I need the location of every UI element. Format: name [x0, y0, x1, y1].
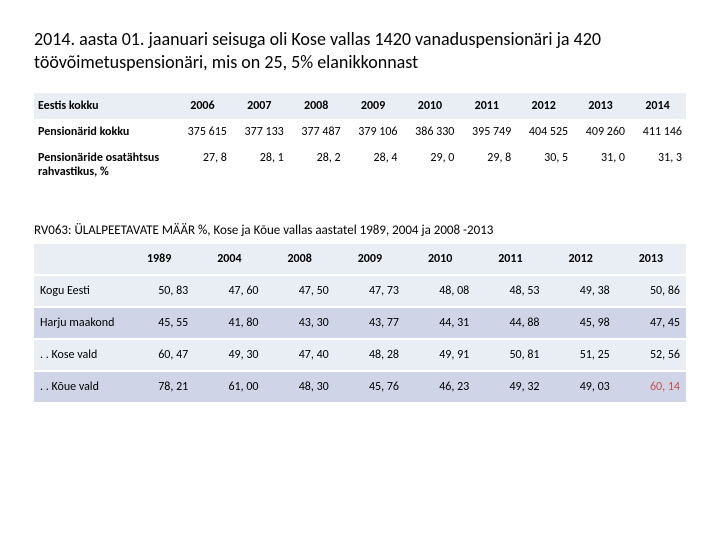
row-label: Kogu Eesti: [34, 275, 124, 307]
cell: 49, 91: [405, 339, 475, 371]
year-col: 2009: [345, 93, 402, 119]
cell: 50, 83: [124, 275, 194, 307]
table-row: . . Kose vald60, 4749, 3047, 4048, 2849,…: [34, 339, 686, 371]
year-col: 2012: [515, 93, 572, 119]
cell: 30, 5: [515, 145, 572, 185]
table-row: Kogu Eesti50, 8347, 6047, 5047, 7348, 08…: [34, 275, 686, 307]
year-col: 2014: [629, 93, 686, 119]
cell: 51, 25: [546, 339, 616, 371]
row-label: . . Kose vald: [34, 339, 124, 371]
table-header-row: 1989 2004 2008 2009 2010 2011 2012 2013: [34, 244, 686, 275]
page-title: 2014. aasta 01. jaanuari seisuga oli Kos…: [34, 28, 686, 75]
year-col: 2011: [458, 93, 515, 119]
row-label: Harju maakond: [34, 307, 124, 339]
cell: 61, 00: [194, 371, 264, 403]
cell: 48, 28: [335, 339, 405, 371]
cell: 375 615: [174, 119, 231, 145]
cell: 379 106: [345, 119, 402, 145]
cell: 45, 98: [546, 307, 616, 339]
table-row: . . Kõue vald78, 2161, 0048, 3045, 7646,…: [34, 371, 686, 403]
cell: 60, 14: [616, 371, 686, 403]
cell: 78, 21: [124, 371, 194, 403]
row-label: Pensionärid kokku: [34, 119, 174, 145]
cell: 47, 73: [335, 275, 405, 307]
cell: 49, 03: [546, 371, 616, 403]
year-col: 1989: [124, 244, 194, 275]
cell: 49, 30: [194, 339, 264, 371]
cell: 52, 56: [616, 339, 686, 371]
cell: 377 133: [231, 119, 288, 145]
cell: 45, 76: [335, 371, 405, 403]
cell: 28, 1: [231, 145, 288, 185]
row-label: . . Kõue vald: [34, 371, 124, 403]
cell: 46, 23: [405, 371, 475, 403]
cell: 44, 88: [475, 307, 545, 339]
cell: 29, 0: [402, 145, 459, 185]
cell: 31, 3: [629, 145, 686, 185]
year-col: 2010: [405, 244, 475, 275]
year-col: 2006: [174, 93, 231, 119]
table-header-row: Eestis kokku 2006 2007 2008 2009 2010 20…: [34, 93, 686, 119]
year-col: 2013: [616, 244, 686, 275]
cell: 49, 32: [475, 371, 545, 403]
cell: 395 749: [458, 119, 515, 145]
cell: 31, 0: [572, 145, 629, 185]
cell: 411 146: [629, 119, 686, 145]
cell: 48, 08: [405, 275, 475, 307]
cell: 28, 4: [345, 145, 402, 185]
year-col: 2004: [194, 244, 264, 275]
cell: 47, 50: [265, 275, 335, 307]
cell: 50, 81: [475, 339, 545, 371]
year-col: 2007: [231, 93, 288, 119]
year-col: 2008: [265, 244, 335, 275]
cell: 47, 40: [265, 339, 335, 371]
header-label: Eestis kokku: [34, 93, 174, 119]
cell: 49, 38: [546, 275, 616, 307]
cell: 41, 80: [194, 307, 264, 339]
cell: 28, 2: [288, 145, 345, 185]
blank-corner: [34, 244, 124, 275]
cell: 43, 77: [335, 307, 405, 339]
cell: 404 525: [515, 119, 572, 145]
cell: 48, 30: [265, 371, 335, 403]
pensioners-table: Eestis kokku 2006 2007 2008 2009 2010 20…: [34, 93, 686, 185]
subtitle: RV063: ÜLALPEETAVATE MÄÄR %, Kose ja Kõu…: [34, 223, 686, 238]
year-col: 2010: [402, 93, 459, 119]
cell: 45, 55: [124, 307, 194, 339]
row-label: Pensionäride osatähtsus rahvastikus, %: [34, 145, 174, 185]
table-row: Pensionärid kokku 375 615 377 133 377 48…: [34, 119, 686, 145]
year-col: 2008: [288, 93, 345, 119]
cell: 60, 47: [124, 339, 194, 371]
cell: 27, 8: [174, 145, 231, 185]
cell: 44, 31: [405, 307, 475, 339]
cell: 47, 60: [194, 275, 264, 307]
year-col: 2011: [475, 244, 545, 275]
cell: 409 260: [572, 119, 629, 145]
cell: 377 487: [288, 119, 345, 145]
table-row: Pensionäride osatähtsus rahvastikus, % 2…: [34, 145, 686, 185]
cell: 43, 30: [265, 307, 335, 339]
cell: 47, 45: [616, 307, 686, 339]
cell: 29, 8: [458, 145, 515, 185]
year-col: 2009: [335, 244, 405, 275]
cell: 48, 53: [475, 275, 545, 307]
year-col: 2012: [546, 244, 616, 275]
table-row: Harju maakond45, 5541, 8043, 3043, 7744,…: [34, 307, 686, 339]
dependency-table: 1989 2004 2008 2009 2010 2011 2012 2013 …: [34, 244, 686, 404]
cell: 50, 86: [616, 275, 686, 307]
year-col: 2013: [572, 93, 629, 119]
cell: 386 330: [402, 119, 459, 145]
